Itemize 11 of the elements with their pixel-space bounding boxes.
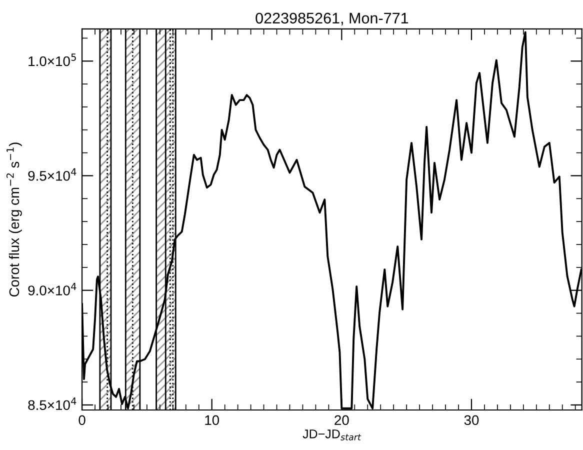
x-tick-label: 0	[78, 415, 86, 426]
x-tick-label: 10	[205, 415, 220, 426]
y-axis-title: Corot flux (erg cm$^{−2}$ s$^{−1}$)	[6, 142, 22, 297]
chart-title: 0223985261, Mon-771	[256, 12, 408, 26]
y-tick-label: 8.5×10$^{4}$	[28, 397, 76, 410]
y-tick-label: 9.0×10$^{4}$	[28, 282, 76, 296]
x-tick-label: 30	[464, 415, 479, 426]
x-tick-label: 20	[334, 415, 349, 426]
y-tick-label: 9.5×10$^{4}$	[28, 168, 76, 181]
x-axis-title: JD−JD$_{start}$	[302, 430, 362, 440]
y-tick-label: 1.0×10$^{5}$	[28, 54, 76, 66]
